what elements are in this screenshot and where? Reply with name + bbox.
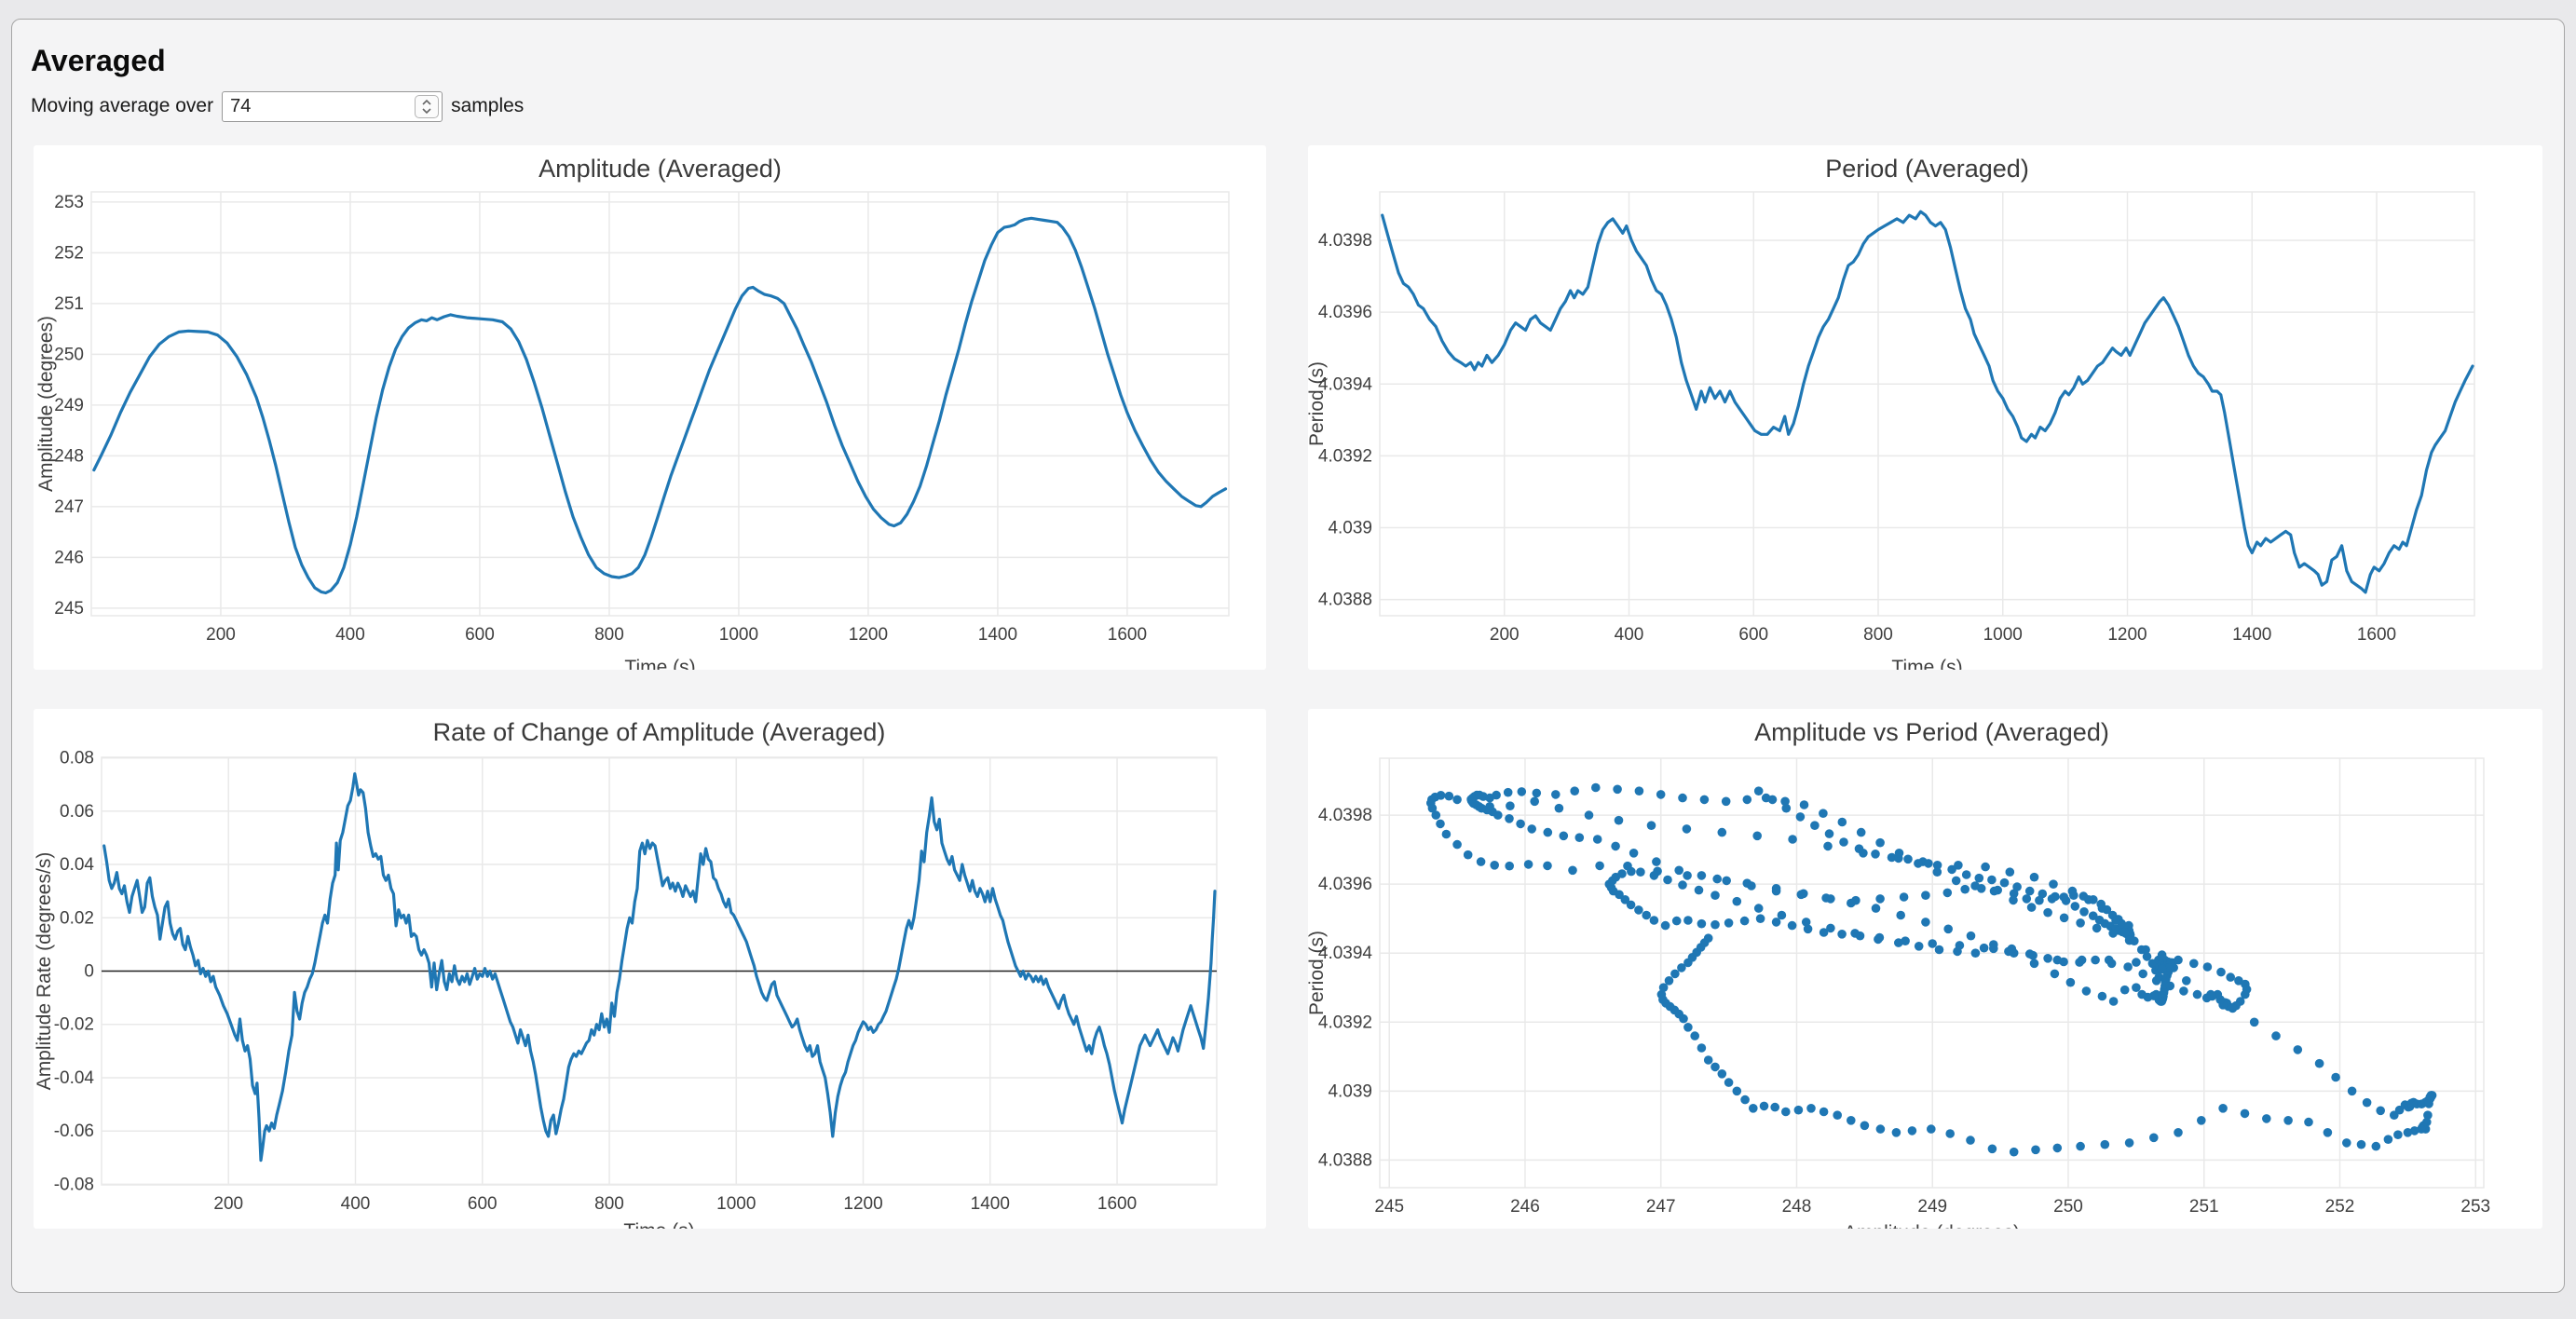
svg-text:Amplitude (Averaged): Amplitude (Averaged) — [538, 155, 782, 183]
svg-text:0.02: 0.02 — [60, 908, 94, 928]
svg-text:1600: 1600 — [1108, 625, 1147, 645]
svg-text:4.0396: 4.0396 — [1318, 875, 1372, 894]
svg-text:4.0394: 4.0394 — [1318, 944, 1373, 963]
svg-text:249: 249 — [1917, 1197, 1947, 1217]
chart-card-period: 200 400 600 800 1000 1200 1400 1600 4.0388 4.039 4… — [1308, 145, 2542, 670]
svg-text:1200: 1200 — [849, 625, 888, 645]
svg-text:1600: 1600 — [2357, 625, 2396, 645]
svg-text:Time (s): Time (s) — [623, 1220, 694, 1229]
svg-text:246: 246 — [54, 548, 84, 567]
svg-text:-0.06: -0.06 — [54, 1122, 94, 1141]
svg-text:4.0388: 4.0388 — [1318, 1150, 1372, 1170]
svg-text:248: 248 — [54, 446, 84, 466]
svg-text:400: 400 — [1615, 625, 1644, 645]
svg-text:1200: 1200 — [2107, 625, 2147, 645]
svg-text:600: 600 — [465, 625, 495, 645]
svg-text:253: 253 — [2460, 1197, 2490, 1217]
chevron-down-icon — [422, 107, 431, 114]
chart-card-amplitude-vs-period: 245 246 247 248 249 250 251 252 253 4.0388 4.039 4.… — [1308, 709, 2542, 1229]
svg-text:1400: 1400 — [971, 1194, 1010, 1214]
svg-text:4.0392: 4.0392 — [1318, 1013, 1372, 1032]
svg-text:800: 800 — [594, 625, 624, 645]
svg-text:252: 252 — [2325, 1197, 2355, 1217]
svg-text:4.0388: 4.0388 — [1318, 591, 1372, 610]
amplitude-chart: 200 400 600 800 1000 1200 1400 1600 245 246 247 248… — [35, 155, 1230, 670]
svg-text:600: 600 — [468, 1194, 497, 1214]
svg-text:Amplitude vs Period (Averaged): Amplitude vs Period (Averaged) — [1754, 718, 2109, 746]
svg-text:-0.08: -0.08 — [54, 1175, 94, 1194]
svg-text:Rate of Change of Amplitude (A: Rate of Change of Amplitude (Averaged) — [433, 718, 886, 746]
svg-text:4.039: 4.039 — [1328, 1081, 1372, 1101]
svg-text:Period (Averaged): Period (Averaged) — [1825, 155, 2029, 183]
svg-text:4.0396: 4.0396 — [1318, 303, 1372, 322]
page-title: Averaged — [31, 44, 166, 77]
svg-text:1400: 1400 — [2232, 625, 2271, 645]
period-chart: 200 400 600 800 1000 1200 1400 16004.03884.0394… — [1308, 155, 2475, 670]
svg-text:1000: 1000 — [716, 1194, 756, 1214]
svg-text:1600: 1600 — [1097, 1194, 1137, 1214]
svg-text:4.039: 4.039 — [1328, 519, 1372, 538]
svg-text:246: 246 — [1510, 1197, 1540, 1217]
svg-text:Time (s): Time (s) — [1891, 657, 1962, 670]
moving-average-field — [222, 90, 443, 122]
svg-text:Period (s): Period (s) — [1308, 931, 1328, 1015]
svg-text:4.0398: 4.0398 — [1318, 231, 1372, 251]
svg-text:0: 0 — [84, 962, 94, 982]
svg-text:-0.02: -0.02 — [54, 1015, 94, 1035]
svg-text:-0.04: -0.04 — [54, 1068, 95, 1088]
averaged-panel: Averaged Moving average over samples 200 — [11, 19, 2565, 1293]
spinner — [415, 94, 440, 118]
moving-average-input[interactable] — [223, 91, 417, 121]
svg-text:Amplitude Rate (degrees/s): Amplitude Rate (degrees/s) — [34, 852, 55, 1091]
svg-text:0.08: 0.08 — [60, 749, 94, 768]
svg-text:248: 248 — [1782, 1197, 1812, 1217]
svg-text:Amplitude (degrees): Amplitude (degrees) — [1844, 1222, 2020, 1229]
svg-text:600: 600 — [1738, 625, 1768, 645]
svg-text:200: 200 — [213, 1194, 243, 1214]
svg-text:253: 253 — [54, 193, 84, 212]
svg-text:800: 800 — [594, 1194, 624, 1214]
svg-text:250: 250 — [2053, 1197, 2083, 1217]
svg-text:Period (s): Period (s) — [1308, 361, 1328, 446]
svg-text:251: 251 — [54, 294, 84, 314]
svg-text:400: 400 — [335, 625, 365, 645]
svg-text:200: 200 — [206, 625, 236, 645]
svg-text:400: 400 — [341, 1194, 371, 1214]
svg-text:1400: 1400 — [978, 625, 1017, 645]
spinner-down-button[interactable] — [421, 106, 432, 115]
svg-text:4.0398: 4.0398 — [1318, 806, 1372, 825]
moving-average-label-after: samples — [451, 95, 525, 116]
chart-card-amplitude-rate: 200 400 600 800 1000 1200 1400 1600 -0.08 -0.06 -0… — [34, 709, 1266, 1229]
svg-text:Amplitude (degrees): Amplitude (degrees) — [35, 316, 57, 492]
amplitude-vs-period-chart: 245 246 247 248 249 250 251 252 253 4.0388 4.039 4.… — [1308, 718, 2490, 1229]
svg-text:800: 800 — [1863, 625, 1893, 645]
moving-average-label-before: Moving average over — [31, 95, 214, 116]
svg-text:245: 245 — [54, 599, 84, 619]
svg-text:Time (s): Time (s) — [624, 657, 695, 670]
chevron-up-icon — [422, 99, 431, 105]
svg-text:1000: 1000 — [1983, 625, 2023, 645]
svg-text:0.06: 0.06 — [60, 802, 94, 822]
moving-average-control: Moving average over samples — [31, 90, 524, 122]
chart-card-amplitude: 200 400 600 800 1000 1200 1400 1600 245 246 247 248… — [34, 145, 1266, 670]
svg-text:245: 245 — [1374, 1197, 1404, 1217]
svg-text:200: 200 — [1490, 625, 1520, 645]
svg-text:251: 251 — [2189, 1197, 2219, 1217]
svg-text:250: 250 — [54, 345, 84, 364]
svg-text:249: 249 — [54, 396, 84, 415]
svg-text:247: 247 — [1646, 1197, 1676, 1217]
svg-text:4.0394: 4.0394 — [1318, 374, 1373, 394]
amplitude-rate-chart: 200 400 600 800 1000 1200 1400 1600 -0.08 -0.06 -0… — [34, 718, 1218, 1229]
svg-text:4.0392: 4.0392 — [1318, 446, 1372, 466]
svg-text:1200: 1200 — [843, 1194, 882, 1214]
svg-text:1000: 1000 — [719, 625, 758, 645]
spinner-up-button[interactable] — [421, 98, 432, 106]
svg-text:0.04: 0.04 — [60, 855, 94, 875]
svg-text:247: 247 — [54, 497, 84, 517]
svg-text:252: 252 — [54, 243, 84, 263]
